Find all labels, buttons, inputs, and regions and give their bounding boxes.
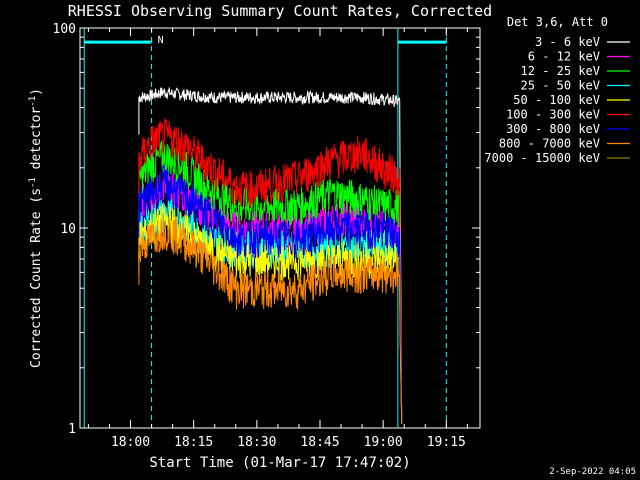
- x-tick-label: 18:15: [174, 435, 213, 450]
- y-axis-label-sup2: -1: [28, 96, 38, 107]
- legend-label: 7000 - 15000 keV: [484, 151, 600, 165]
- series-line-800-7000-kev: [138, 212, 403, 424]
- legend-label: 100 - 300 keV: [506, 108, 600, 122]
- y-axis-label-main: Corrected Count Rate (s: [29, 188, 44, 368]
- series-line-300-800-kev: [138, 164, 403, 424]
- legend-label: 25 - 50 keV: [521, 79, 600, 93]
- x-tick-label: 19:00: [364, 435, 403, 450]
- legend-label: 12 - 25 keV: [521, 64, 600, 78]
- legend-label: 6 - 12 keV: [528, 50, 600, 64]
- y-tick-label: 100: [53, 22, 76, 37]
- series-group: [138, 87, 403, 424]
- y-tick-label: 10: [60, 222, 76, 237]
- series-line-50-100-kev: [138, 204, 403, 424]
- series-line-100-300-kev: [138, 117, 403, 424]
- x-tick-label: 18:00: [111, 435, 150, 450]
- x-axis-label: Start Time (01-Mar-17 17:47:02): [149, 455, 410, 471]
- footer-date: 2-Sep-2022 04:05: [549, 467, 636, 477]
- legend-label: 3 - 6 keV: [535, 35, 600, 49]
- legend-label: 300 - 800 keV: [506, 122, 600, 136]
- night-marker-label: N: [158, 35, 164, 46]
- y-axis-label: Corrected Count Rate (s-1 detector-1): [28, 88, 44, 368]
- x-tick-label: 18:45: [300, 435, 339, 450]
- legend-title: Det 3,6, Att 0: [507, 15, 608, 29]
- x-tick-label: 18:30: [237, 435, 276, 450]
- y-tick-label: 1: [68, 422, 76, 437]
- legend-label: 800 - 7000 keV: [499, 137, 600, 151]
- y-axis-label-mid: detector: [29, 107, 44, 178]
- chart-title: RHESSI Observing Summary Count Rates, Co…: [68, 2, 492, 20]
- legend-label: 50 - 100 keV: [513, 93, 600, 107]
- series-line-3-6-kev: [138, 87, 403, 424]
- x-tick-label: 19:15: [427, 435, 466, 450]
- plot-area: N: [79, 27, 481, 429]
- y-axis-label-sup1: -1: [28, 177, 38, 188]
- y-axis-label-end: ): [29, 88, 44, 96]
